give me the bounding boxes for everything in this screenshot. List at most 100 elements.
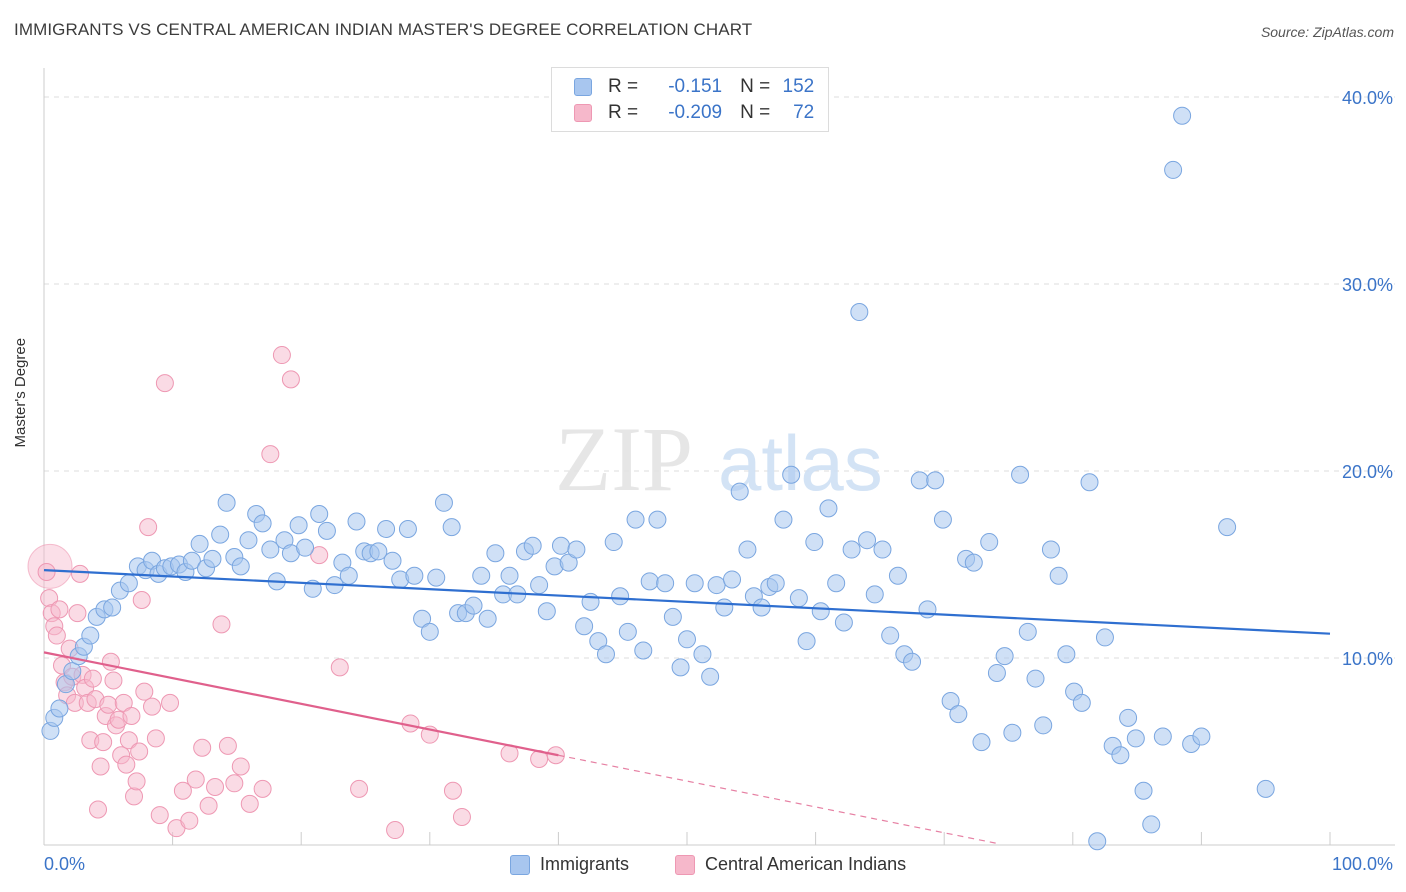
immigrant-point [551, 536, 570, 555]
immigrant-point [1173, 106, 1192, 125]
immigrant-point [766, 574, 785, 593]
cai-point [127, 772, 146, 791]
immigrant-point [339, 566, 358, 585]
immigrant-point [949, 705, 968, 724]
immigrant-point [261, 540, 280, 559]
immigrant-point [383, 551, 402, 570]
immigrant-point [1218, 518, 1237, 537]
immigrant-point [910, 471, 929, 490]
immigrant-point [671, 658, 690, 677]
watermark: ZIP atlas [555, 408, 883, 510]
immigrant-point [648, 510, 667, 529]
cai-trend-line [43, 651, 559, 757]
cai-point [225, 774, 244, 793]
cai-point [386, 821, 405, 840]
legend-item-immigrants[interactable]: Immigrants [510, 854, 629, 875]
immigrant-point [1142, 815, 1161, 834]
y-tick-label: 20.0% [1342, 462, 1393, 482]
immigrant-point [1153, 727, 1172, 746]
cai-point [37, 562, 56, 581]
x-tick-label: 100.0% [1332, 854, 1393, 874]
immigrant-point [486, 544, 505, 563]
immigrant-point [530, 576, 549, 595]
y-tick-label: 40.0% [1342, 88, 1393, 108]
immigrant-point [752, 598, 771, 617]
legend-r-label: R = [608, 76, 639, 97]
immigrant-point [1192, 727, 1211, 746]
immigrant-point [1080, 473, 1099, 492]
immigrant-point [842, 540, 861, 559]
immigrant-point [789, 589, 808, 608]
cai-point [125, 787, 144, 806]
immigrant-point [685, 574, 704, 593]
immigrant-point [1057, 645, 1076, 664]
immigrant-point [701, 667, 720, 686]
immigrant-point [774, 510, 793, 529]
immigrant-point [398, 519, 417, 538]
x-tick-label: 0.0% [44, 854, 85, 874]
cai-legend-swatch [675, 854, 695, 875]
cai-point [443, 781, 462, 800]
immigrant-point [377, 519, 396, 538]
axes [43, 68, 1395, 846]
legend-n-label: N = [740, 102, 771, 123]
immigrants-legend-swatch [510, 854, 530, 875]
cai-point [68, 604, 87, 623]
cai-point [206, 778, 225, 797]
immigrant-points [41, 106, 1275, 851]
immigrant-point [933, 510, 952, 529]
immigrant-point [678, 630, 696, 649]
grid-lines [44, 96, 1395, 659]
immigrant-point [730, 482, 749, 501]
cai-trend-extension [558, 754, 996, 844]
immigrant-point [119, 574, 138, 593]
immigrant-point [797, 632, 816, 651]
immigrant-point [611, 587, 630, 606]
y-tick-label: 10.0% [1342, 649, 1393, 669]
immigrant-point [1041, 540, 1060, 559]
immigrant-point [1049, 566, 1068, 585]
cai-point [310, 546, 329, 565]
immigrant-point [634, 641, 653, 660]
immigrant-point [211, 525, 230, 544]
immigrant-point [827, 574, 846, 593]
legend-item-cai[interactable]: Central American Indians [675, 854, 906, 875]
legend-n-value: 152 [782, 76, 815, 97]
cai-point [350, 779, 369, 798]
immigrant-point [1164, 160, 1183, 179]
immigrant-point [50, 699, 69, 718]
cai-point [330, 658, 349, 677]
immigrant-point [310, 505, 329, 524]
immigrant-point [656, 574, 675, 593]
cai-point [99, 695, 118, 714]
immigrant-point [1003, 723, 1022, 742]
immigrant-point [239, 531, 258, 550]
immigrant-point [420, 622, 439, 641]
cai-point [135, 682, 154, 701]
immigrant-point [738, 540, 757, 559]
legend-n-value: 72 [793, 102, 815, 123]
cai-point [199, 796, 218, 815]
immigrant-point [1111, 746, 1130, 765]
cai-point [91, 757, 110, 776]
immigrant-point [1095, 628, 1114, 647]
immigrant-point [972, 733, 991, 752]
legend-label-cai: Central American Indians [705, 854, 907, 874]
immigrant-point [888, 566, 907, 585]
immigrant-point [1026, 669, 1045, 688]
immigrant-point [478, 609, 497, 628]
immigrant-point [715, 598, 734, 617]
immigrant-point [567, 540, 586, 559]
immigrant-point [693, 645, 712, 664]
cai-point [146, 729, 165, 748]
immigrant-point [881, 626, 900, 645]
immigrant-point [472, 566, 491, 585]
legend-row-immigrants: R = -0.151 N = 152 [574, 75, 814, 99]
immigrant-point [347, 512, 366, 531]
immigrant-point [995, 647, 1014, 666]
immigrant-point [63, 662, 82, 681]
immigrant-point [575, 617, 594, 636]
source-label: Source: ZipAtlas.com [1260, 24, 1394, 40]
immigrant-point [1072, 693, 1091, 712]
immigrant-point [918, 600, 937, 619]
